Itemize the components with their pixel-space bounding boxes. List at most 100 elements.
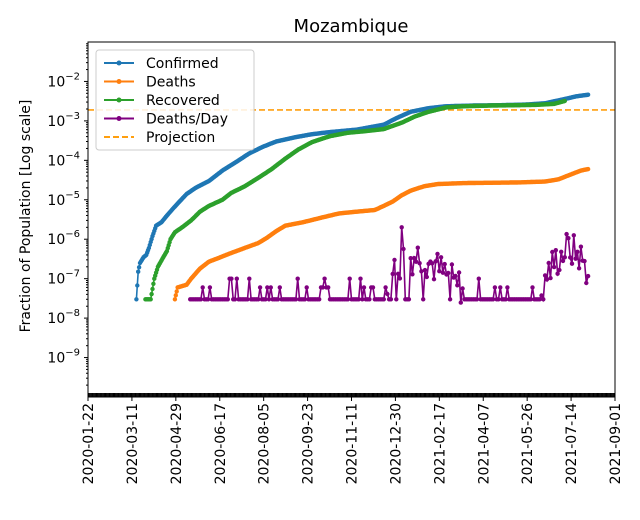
data-point [433, 259, 438, 264]
data-point [585, 273, 591, 279]
data-point [401, 246, 406, 252]
x-tick-label: 2020-04-29 [169, 403, 185, 484]
y-tick-label: 10−4 [47, 150, 80, 169]
series-deaths [172, 166, 591, 302]
data-point [151, 281, 156, 286]
data-point [442, 261, 447, 267]
data-point [394, 297, 399, 302]
series-line [190, 227, 589, 303]
legend-marker [116, 116, 122, 121]
data-point [562, 98, 567, 104]
data-point [419, 269, 424, 274]
data-point [172, 297, 178, 302]
legend-label: Recovered [146, 93, 220, 109]
y-tick-label: 10−7 [47, 269, 80, 288]
data-point [421, 297, 426, 302]
x-tick-label: 2020-03-11 [125, 403, 141, 484]
data-point [383, 285, 388, 290]
data-point [568, 255, 573, 260]
axes: 2020-01-22 2020-03-11 2020-04-29 2020-06-17… [47, 41, 624, 484]
data-point [136, 269, 141, 274]
data-point [234, 276, 239, 281]
data-point [397, 276, 403, 281]
legend-box [95, 49, 255, 151]
series-recovered [143, 98, 567, 302]
legend-label: Deaths/Day [146, 112, 228, 128]
data-point [263, 297, 268, 302]
x-tick-label: 2021-04-07 [476, 403, 492, 484]
legend-entry: Recovered [104, 93, 220, 109]
legend-label: Deaths [146, 75, 196, 91]
data-point [135, 283, 140, 288]
series-confirmed [134, 92, 591, 302]
data-point [455, 283, 460, 288]
data-point [424, 274, 429, 280]
data-point [415, 245, 420, 250]
data-point [345, 297, 351, 302]
legend-label: Projection [146, 130, 215, 146]
data-point [408, 256, 413, 261]
data-point [413, 259, 419, 264]
data-point [225, 297, 230, 302]
legend-marker [116, 79, 122, 84]
data-point [381, 297, 386, 302]
data-point [438, 255, 444, 260]
x-minor-ticks [87, 393, 616, 397]
data-point [410, 272, 415, 277]
data-point [200, 285, 205, 290]
series-deaths-day [188, 225, 591, 305]
data-point [559, 249, 564, 254]
data-point [503, 297, 508, 302]
x-tick-label: 2021-02-17 [432, 403, 448, 484]
x-tick-label: 2021-07-14 [564, 403, 580, 484]
data-point [562, 255, 567, 260]
legend-marker [116, 97, 122, 103]
data-point [422, 267, 428, 273]
chart-title: Mozambique [294, 16, 409, 37]
data-point [576, 266, 582, 271]
data-point [530, 285, 535, 290]
data-point [542, 273, 548, 278]
data-point [449, 262, 455, 267]
data-point [266, 297, 272, 302]
data-point [430, 261, 435, 266]
data-point [417, 261, 422, 266]
data-point [460, 286, 465, 291]
data-point [548, 275, 553, 281]
data-point [134, 297, 139, 302]
y-tick-label: 10−9 [47, 348, 80, 367]
data-point [326, 285, 331, 290]
data-point [395, 271, 401, 276]
data-point [295, 276, 300, 281]
data-point [322, 276, 327, 281]
data-point [304, 285, 309, 290]
data-point [571, 233, 576, 238]
legend-label: Confirmed [146, 56, 219, 72]
data-point [390, 271, 395, 277]
data-point [360, 297, 365, 302]
data-point [560, 258, 566, 264]
data-point [205, 297, 211, 302]
data-point [566, 236, 571, 241]
data-point [476, 276, 481, 281]
data-point [302, 297, 308, 302]
y-tick-label: 10−5 [47, 190, 80, 209]
data-point [447, 297, 453, 302]
data-point [553, 248, 558, 253]
data-point [539, 293, 544, 298]
data-point [541, 297, 546, 302]
data-point [537, 297, 542, 302]
data-point [412, 255, 417, 261]
data-point [367, 297, 372, 302]
data-point [136, 265, 142, 270]
x-tick-label: 2020-01-22 [81, 403, 97, 484]
y-tick-label: 10−2 [47, 71, 80, 90]
data-point [490, 297, 496, 302]
data-point [505, 285, 510, 290]
data-point [277, 285, 282, 290]
data-point [575, 249, 580, 254]
data-point [317, 297, 322, 302]
data-point [453, 273, 458, 279]
data-point [458, 300, 463, 305]
data-point [528, 297, 533, 302]
